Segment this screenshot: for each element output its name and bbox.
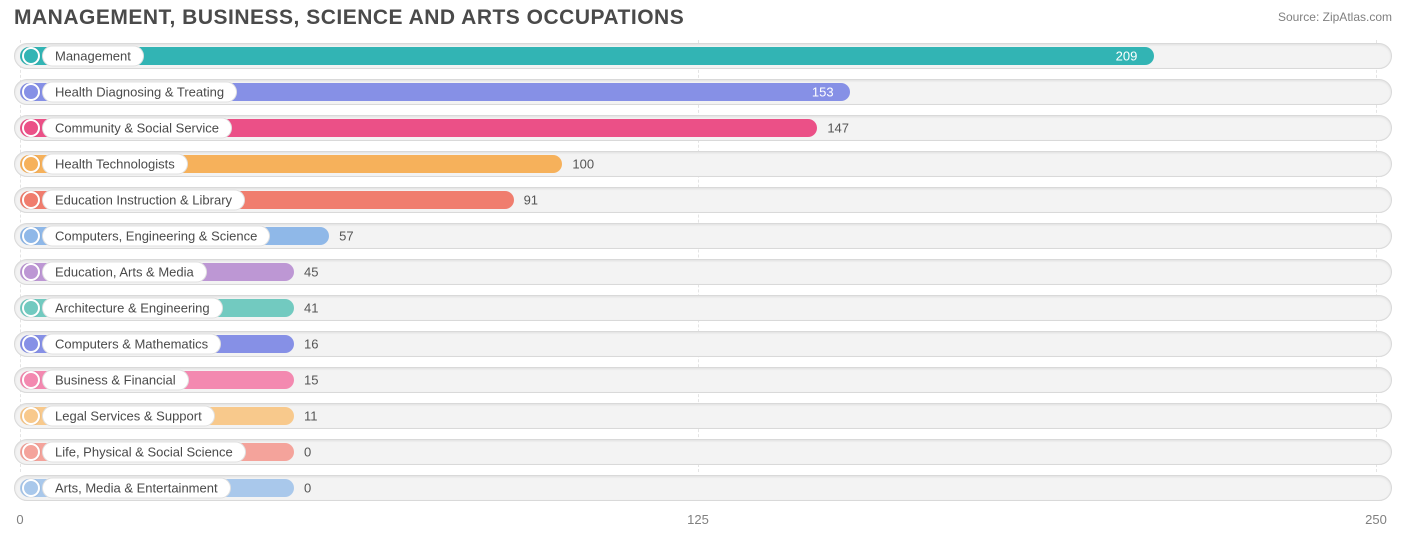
bar-cap-icon bbox=[22, 155, 40, 173]
bar-value: 91 bbox=[524, 193, 538, 208]
bar-row: Arts, Media & Entertainment 0 bbox=[14, 472, 1392, 504]
bar-row: Legal Services & Support 11 bbox=[14, 400, 1392, 432]
bar-value: 57 bbox=[339, 229, 353, 244]
bar-row: Management 209 bbox=[14, 40, 1392, 72]
bar-label: Business & Financial bbox=[42, 370, 189, 391]
bar-cap-icon bbox=[22, 407, 40, 425]
chart-area: Management 209 Health Diagnosing & Treatin… bbox=[0, 34, 1406, 536]
bar-value: 147 bbox=[827, 121, 849, 136]
bar-label: Legal Services & Support bbox=[42, 406, 215, 427]
bar-row: Health Technologists 100 bbox=[14, 148, 1392, 180]
bar-row: Health Diagnosing & Treating 153 bbox=[14, 76, 1392, 108]
bar-value: 45 bbox=[304, 265, 318, 280]
bar-cap-icon bbox=[22, 227, 40, 245]
axis-tick: 250 bbox=[1365, 512, 1387, 527]
x-axis: 0 125 250 bbox=[14, 508, 1392, 536]
chart-plot: Management 209 Health Diagnosing & Treatin… bbox=[14, 40, 1392, 504]
bar-label: Management bbox=[42, 46, 144, 67]
bar-value: 209 bbox=[1116, 49, 1138, 64]
bar-fill bbox=[20, 47, 1154, 65]
bar-label: Health Technologists bbox=[42, 154, 188, 175]
bar-value: 41 bbox=[304, 301, 318, 316]
source-value: ZipAtlas.com bbox=[1323, 10, 1392, 24]
axis-tick: 125 bbox=[687, 512, 709, 527]
bar-cap-icon bbox=[22, 47, 40, 65]
bar-cap-icon bbox=[22, 299, 40, 317]
bar-label: Education Instruction & Library bbox=[42, 190, 245, 211]
bar-row: Education, Arts & Media 45 bbox=[14, 256, 1392, 288]
source-label: Source: bbox=[1278, 10, 1319, 24]
bar-cap-icon bbox=[22, 191, 40, 209]
bar-cap-icon bbox=[22, 479, 40, 497]
bar-value: 0 bbox=[304, 481, 311, 496]
chart-title: MANAGEMENT, BUSINESS, SCIENCE AND ARTS O… bbox=[14, 6, 684, 30]
bar-value: 100 bbox=[572, 157, 594, 172]
bar-label: Life, Physical & Social Science bbox=[42, 442, 246, 463]
bar-value: 0 bbox=[304, 445, 311, 460]
bar-label: Health Diagnosing & Treating bbox=[42, 82, 237, 103]
bar-cap-icon bbox=[22, 119, 40, 137]
bar-label: Education, Arts & Media bbox=[42, 262, 207, 283]
bar-row: Education Instruction & Library 91 bbox=[14, 184, 1392, 216]
bar-value: 16 bbox=[304, 337, 318, 352]
source-attribution: Source: ZipAtlas.com bbox=[1278, 6, 1392, 24]
bar-label: Architecture & Engineering bbox=[42, 298, 223, 319]
bar-value: 15 bbox=[304, 373, 318, 388]
bar-cap-icon bbox=[22, 83, 40, 101]
bar-cap-icon bbox=[22, 443, 40, 461]
bar-row: Architecture & Engineering 41 bbox=[14, 292, 1392, 324]
bar-cap-icon bbox=[22, 263, 40, 281]
bar-cap-icon bbox=[22, 335, 40, 353]
axis-tick: 0 bbox=[16, 512, 23, 527]
bar-row: Community & Social Service 147 bbox=[14, 112, 1392, 144]
bar-label: Community & Social Service bbox=[42, 118, 232, 139]
bar-row: Business & Financial 15 bbox=[14, 364, 1392, 396]
bar-row: Computers & Mathematics 16 bbox=[14, 328, 1392, 360]
bar-label: Computers, Engineering & Science bbox=[42, 226, 270, 247]
bar-label: Computers & Mathematics bbox=[42, 334, 221, 355]
bar-label: Arts, Media & Entertainment bbox=[42, 478, 231, 499]
bar-value: 153 bbox=[812, 85, 834, 100]
bar-cap-icon bbox=[22, 371, 40, 389]
bar-row: Computers, Engineering & Science 57 bbox=[14, 220, 1392, 252]
bar-value: 11 bbox=[304, 409, 318, 424]
bar-row: Life, Physical & Social Science 0 bbox=[14, 436, 1392, 468]
